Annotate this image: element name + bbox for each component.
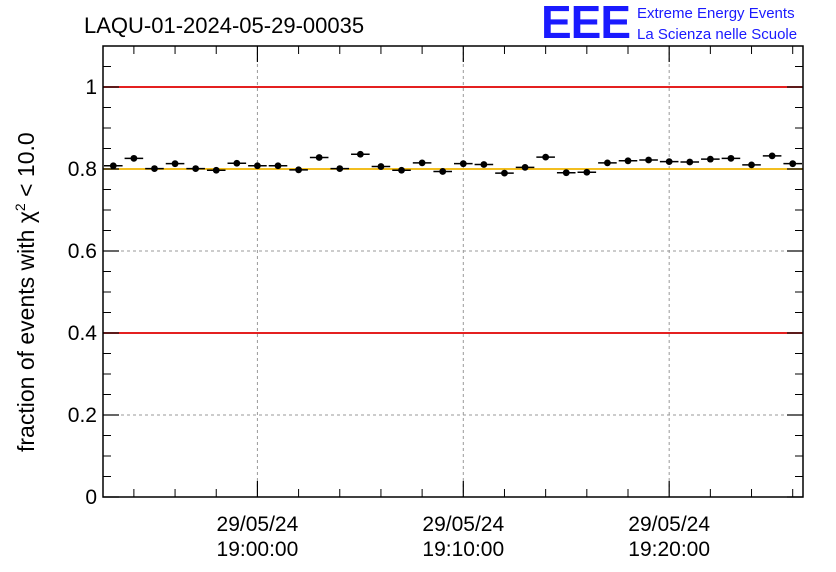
x-tick-label-date: 29/05/24 [422,513,504,536]
y-tick-label: 0 [85,486,97,509]
x-tick-label-date: 29/05/24 [628,513,710,536]
data-point [212,166,220,174]
data-point [151,165,158,172]
reference-lines [103,86,803,334]
axes: 00.20.40.60.8129/05/2419:00:0029/05/2419… [68,46,803,561]
eee-logo: EEE Extreme Energy Events La Scienza nel… [541,0,797,48]
y-axis-label-chi: χ [13,211,39,223]
logo-line-1: Extreme Energy Events [637,5,795,22]
data-point [562,169,570,177]
x-tick-label-time: 19:00:00 [217,538,299,561]
data-point [171,160,179,168]
data-point [789,160,797,168]
data-point [377,163,385,170]
y-tick-label: 0.4 [68,322,98,345]
data-point [604,159,611,167]
data-point [295,166,302,174]
y-tick-label: 0.8 [68,158,97,181]
data-point [398,166,405,174]
data-point [665,158,673,166]
data-point [542,153,550,161]
x-tick-label-time: 19:10:00 [422,538,504,561]
data-point [233,159,241,167]
data-point [727,154,735,162]
data-point [254,162,261,170]
chart-title: LAQU-01-2024-05-29-00035 [84,13,364,38]
data-point [439,168,447,175]
data-point [480,161,488,168]
y-axis-label-prefix: fraction of events with [13,223,39,452]
y-tick-label: 1 [85,76,97,99]
data-point [356,150,364,158]
data-point [645,156,652,164]
data-point [501,169,508,177]
y-axis-label-suffix: < 10.0 [13,132,39,203]
data-point [418,159,426,167]
data-point [459,160,467,168]
x-tick-label-time: 19:20:00 [628,538,710,561]
data-point [583,168,591,176]
data-point [192,165,200,172]
logo-line-2: La Scienza nelle Scuole [637,26,797,43]
y-axis-label: fraction of events with χ2 < 10.0 [12,132,39,452]
plot-frame [102,45,804,498]
data-point [686,158,694,166]
y-tick-label: 0.2 [68,404,97,427]
data-point [768,152,776,160]
data-point [109,162,117,170]
data-point [706,155,714,163]
data-point [336,165,344,172]
grid-layer [103,46,803,498]
y-tick-label: 0.6 [68,240,97,263]
data-point [624,157,632,165]
data-series [104,150,802,177]
y-axis-label-superscript: 2 [12,203,28,211]
data-point [274,162,282,170]
data-point [130,154,138,162]
logo-mark: EEE [541,0,630,48]
data-point [315,154,323,161]
data-point [748,161,755,169]
x-tick-label-date: 29/05/24 [217,513,299,536]
data-point [521,163,529,171]
